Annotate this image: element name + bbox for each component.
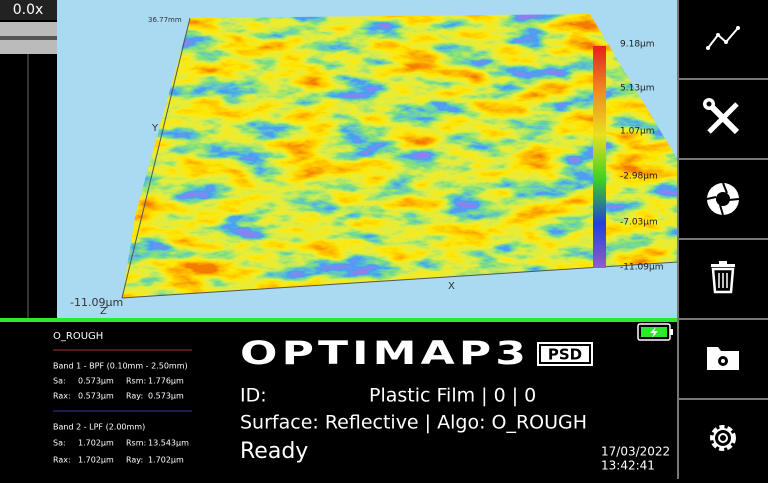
metric-label: Ray: [126,456,143,465]
metric-label: Sa: [53,439,66,448]
x-axis-line [121,261,679,299]
time: 13:42:41 [601,459,655,473]
status-state: Ready [240,439,308,464]
date: 17/03/2022 [601,445,670,459]
metric-label: Rsm: [126,439,146,448]
plot-top-label: 36.77mm [148,16,182,24]
metric-value: 1.702µm [78,456,114,465]
results-algo: O_ROUGH [53,331,103,342]
chart-button[interactable] [679,0,768,78]
logo-badge-bg [541,346,589,362]
metric-value: 1.776µm [148,377,184,386]
settings-button[interactable] [679,400,768,479]
z-axis-label: Z [100,306,107,317]
zoom-slider-thumb[interactable] [0,36,57,40]
band-title: Band 1 - BPF (0.10mm - 2.50mm) [53,362,188,371]
surface-map [122,14,678,298]
logo: OPTIMAP3 [240,334,530,372]
scale-label: -7.03µm [620,218,658,228]
scale-label: -11.09µm [620,263,664,273]
surface-info: Surface: Reflective | Algo: O_ROUGH [240,412,587,434]
separator [0,318,678,322]
metric-label: Rsm: [126,377,146,386]
results-box: O_ROUGH Band 1 - BPF (0.10mm - 2.50mm) S… [53,331,192,465]
band-title: Band 2 - LPF (2.00mm) [53,423,145,432]
scale-label: -2.98µm [620,172,658,182]
charging-icon [650,327,658,338]
metric-label: Rax: [53,456,71,465]
scale-label: 1.07µm [620,127,655,137]
scale-label: 5.13µm [620,84,655,94]
metric-value: 1.702µm [78,439,114,448]
metric-value: 0.573µm [78,377,114,386]
color-scale [593,46,606,268]
delete-button[interactable] [679,240,768,318]
id-label: ID: [240,385,267,407]
metric-value: 13.543µm [148,439,189,448]
metric-label: Sa: [53,377,66,386]
metric-value: 0.573µm [148,392,184,401]
zoom-label-bg [0,0,57,20]
logo-badge: PSD [548,346,582,364]
metric-value: 1.702µm [148,456,184,465]
sidebar-dividers [677,0,768,479]
folder-settings-button[interactable] [679,320,768,398]
metric-value: 0.573µm [78,392,114,401]
metric-label: Ray: [126,392,143,401]
scale-label: 9.18µm [620,40,655,50]
x-axis-label: X [448,281,455,292]
zoom-label: 0.0x [13,2,44,18]
y-axis-label: Y [151,123,159,134]
battery-tip [670,329,673,335]
y-axis-line [121,17,191,299]
metric-label: Rax: [53,392,71,401]
logo-badge-box [537,342,593,366]
plot-bottom-label: -11.09µm [70,296,123,309]
tools-button[interactable] [679,80,768,158]
id-value: Plastic Film | 0 | 0 [369,385,536,407]
camera-button[interactable] [679,160,768,238]
